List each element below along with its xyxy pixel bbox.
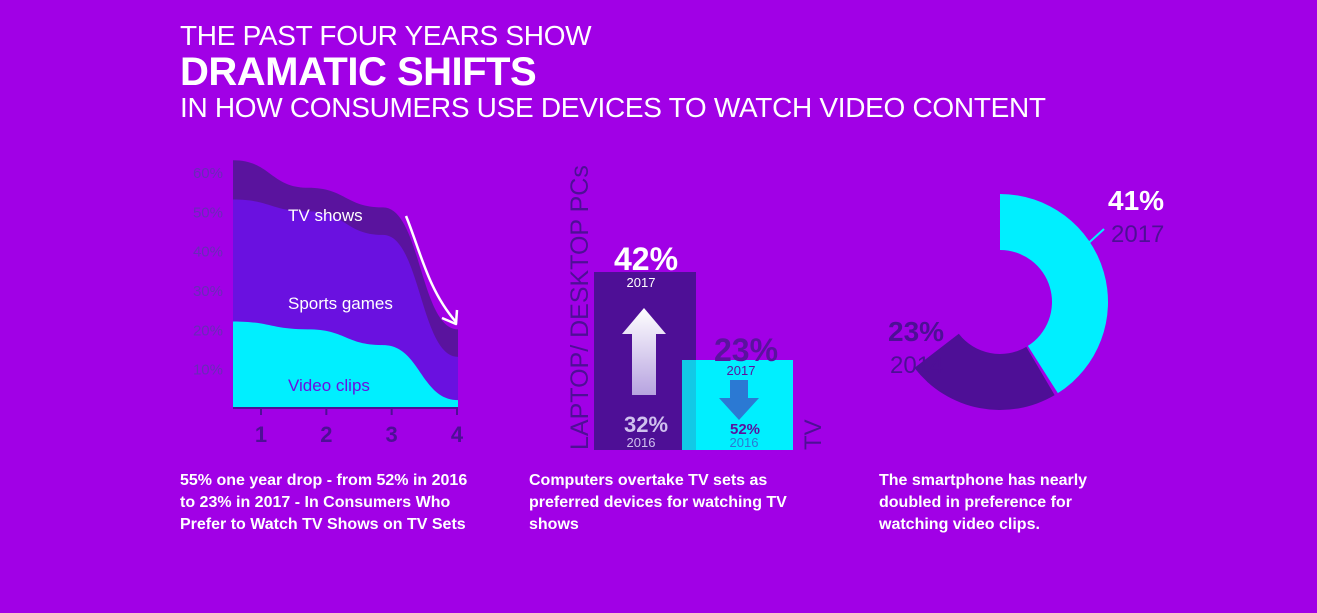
y-tick-label: 60% xyxy=(193,165,223,182)
bar-overlap-edge xyxy=(682,360,696,450)
tv-axis-label: TV xyxy=(800,419,827,450)
y-tick-label: 20% xyxy=(193,322,223,339)
donut-segment-2017 xyxy=(1000,194,1108,394)
heading-line-1: THE PAST FOUR YEARS SHOW xyxy=(180,20,592,51)
donut-segment-2014 xyxy=(914,333,1055,410)
donut-year-2017: 2017 xyxy=(1111,221,1164,248)
x-tick-label: 2 xyxy=(320,422,332,447)
y-tick-label: 50% xyxy=(193,204,223,221)
laptop-year-2016: 2016 xyxy=(627,435,656,450)
caption-bar-chart: Computers overtake TV sets as preferred … xyxy=(529,472,787,533)
laptop-value-2017: 42% xyxy=(614,241,678,277)
x-tick-label: 4 xyxy=(451,422,464,447)
page-heading: THE PAST FOUR YEARS SHOW DRAMATIC SHIFTS… xyxy=(180,20,1046,124)
down-arrow-icon xyxy=(719,380,759,420)
series-label-sports-games: Sports games xyxy=(288,294,393,313)
donut-chart: 41% 2017 23% 2014 xyxy=(888,185,1164,410)
laptop-year-2017: 2017 xyxy=(627,275,656,290)
caption-donut-chart: The smartphone has nearly doubled in pre… xyxy=(879,472,1088,533)
trend-arrow xyxy=(404,215,457,323)
y-tick-label: 30% xyxy=(193,283,223,300)
tv-value-2016: 52% xyxy=(730,421,760,438)
tv-value-2017: 23% xyxy=(714,332,778,368)
donut-value-2014: 23% xyxy=(888,316,944,347)
caption-area-chart: 55% one year drop - from 52% in 2016 to … xyxy=(180,472,468,533)
up-arrow-icon xyxy=(622,308,666,395)
tv-year-2017: 2017 xyxy=(727,363,756,378)
area-chart: 60% 50% 40% 30% 20% 10% 1 2 3 4 TV shows Sports … xyxy=(193,160,464,447)
leader-line-2017 xyxy=(1081,228,1105,250)
area-series-video-clips xyxy=(233,321,458,408)
laptop-axis-label: LAPTOP/ DESKTOP PCs xyxy=(566,165,594,450)
laptop-value-2016: 32% xyxy=(624,412,668,437)
tv-year-2016: 2016 xyxy=(730,435,759,450)
heading-line-2: DRAMATIC SHIFTS xyxy=(180,50,537,94)
x-tick-label: 1 xyxy=(255,422,267,447)
series-label-video-clips: Video clips xyxy=(288,376,370,395)
donut-value-2017: 41% xyxy=(1108,185,1164,216)
y-tick-label: 40% xyxy=(193,244,223,261)
x-tick-label: 3 xyxy=(386,422,398,447)
heading-line-3: IN HOW CONSUMERS USE DEVICES TO WATCH VI… xyxy=(180,92,1046,123)
y-tick-label: 10% xyxy=(193,362,223,379)
series-label-tv-shows: TV shows xyxy=(288,206,363,225)
donut-year-2014: 2014 xyxy=(890,352,943,379)
trend-arrow-head xyxy=(441,309,459,326)
device-bar-chart: 42% 2017 32% 2016 23% 2017 52% 2016 LAPT… xyxy=(566,165,827,450)
